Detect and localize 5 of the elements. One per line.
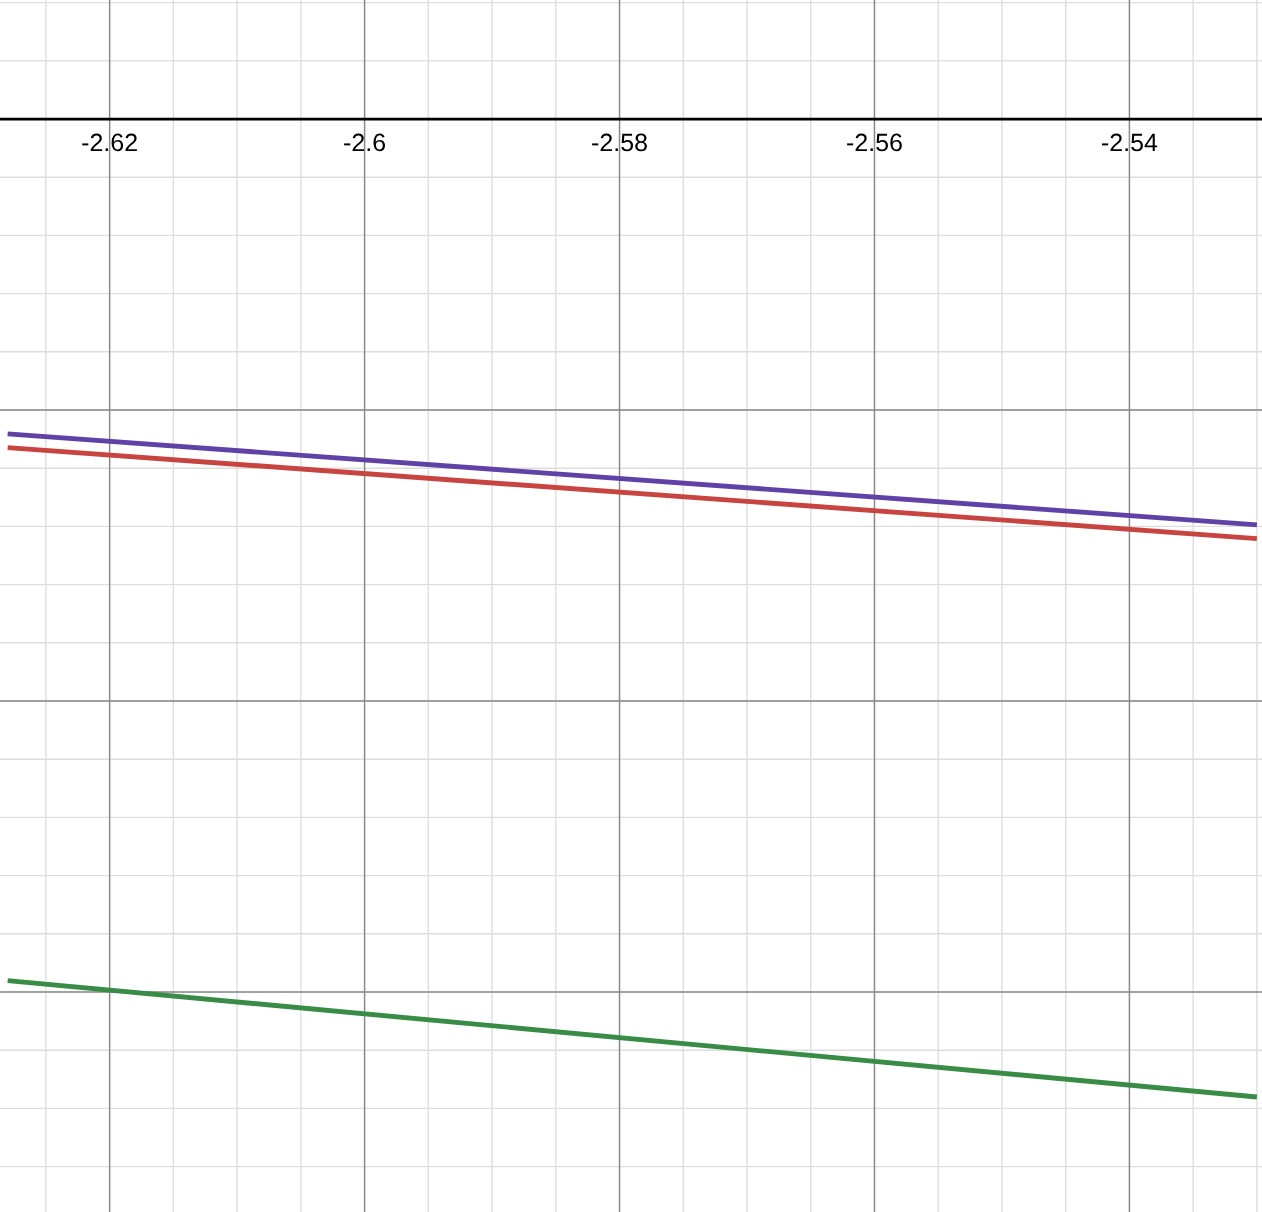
x-tick-label: -2.54 [1102, 133, 1158, 152]
x-tick-label: -2.62 [82, 133, 137, 152]
x-tick-label: -2.6 [344, 133, 386, 152]
x-tick-label: -2.56 [847, 133, 902, 152]
x-tick-label: -2.58 [592, 133, 647, 152]
